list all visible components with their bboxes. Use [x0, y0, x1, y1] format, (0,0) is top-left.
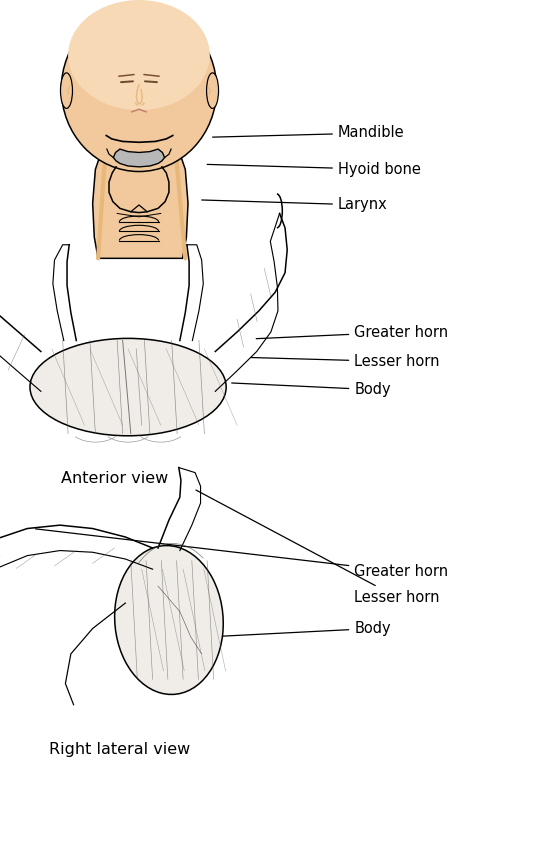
- Text: Right lateral view: Right lateral view: [49, 742, 191, 757]
- Text: Lesser horn: Lesser horn: [251, 354, 440, 369]
- Text: Mandible: Mandible: [213, 125, 404, 141]
- Ellipse shape: [207, 73, 219, 108]
- Polygon shape: [93, 137, 188, 258]
- Text: Body: Body: [210, 621, 391, 637]
- Ellipse shape: [68, 0, 210, 110]
- Text: Hyoid bone: Hyoid bone: [207, 162, 421, 177]
- Text: Greater horn: Greater horn: [35, 529, 449, 579]
- Text: Anterior view: Anterior view: [61, 471, 168, 486]
- Text: Greater horn: Greater horn: [256, 324, 449, 340]
- Text: Larynx: Larynx: [202, 197, 387, 213]
- Ellipse shape: [30, 338, 226, 435]
- Text: Body: Body: [232, 382, 391, 397]
- Polygon shape: [113, 149, 165, 167]
- Ellipse shape: [114, 545, 223, 695]
- Ellipse shape: [94, 112, 184, 159]
- Ellipse shape: [61, 6, 217, 171]
- Ellipse shape: [60, 73, 72, 108]
- Text: Lesser horn: Lesser horn: [196, 490, 440, 605]
